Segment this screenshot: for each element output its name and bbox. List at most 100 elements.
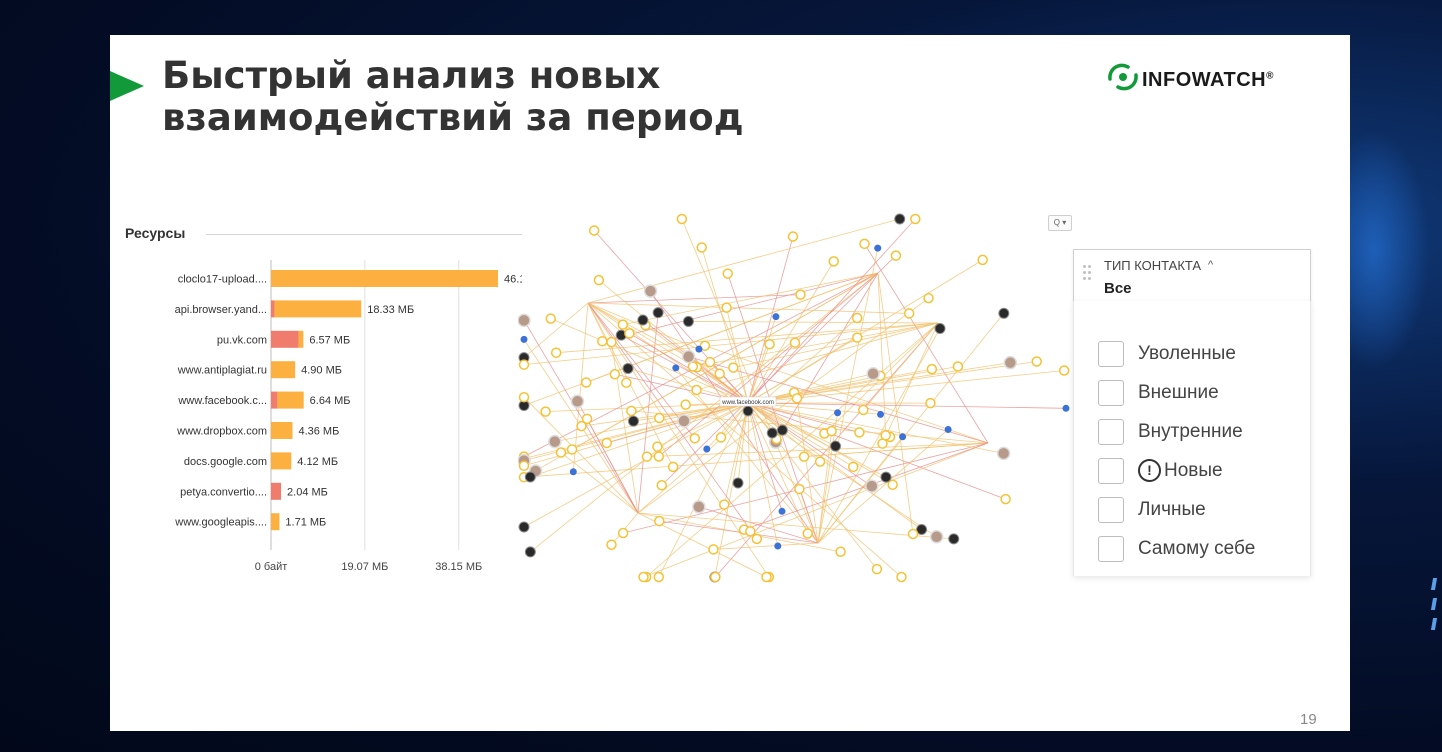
bar-segment [271, 391, 278, 409]
graph-edge [882, 322, 939, 444]
graph-edge [817, 328, 941, 544]
resource-node [871, 563, 883, 575]
resource-node [654, 515, 665, 527]
value-label: 46.12 МБ [504, 274, 522, 286]
resource-node [617, 319, 629, 330]
graph-edge [659, 520, 819, 544]
checkbox[interactable] [1098, 341, 1124, 367]
bar-segment [271, 452, 292, 470]
resource-node [952, 361, 964, 372]
resource-node [654, 412, 665, 424]
graph-edge [688, 356, 989, 444]
category-label: www.facebook.c... [177, 395, 267, 407]
graph-edge [747, 402, 779, 547]
bar-segment [271, 270, 498, 287]
graph-zoom-control[interactable]: Q ▾ [1048, 215, 1072, 231]
resource-node [550, 347, 562, 358]
graph-edge [747, 402, 783, 512]
checkbox[interactable] [1098, 458, 1124, 484]
resource-node [601, 437, 612, 449]
option-external[interactable]: Внешние [1098, 380, 1298, 406]
resource-node [593, 274, 605, 286]
value-label: 1.71 МБ [285, 517, 326, 529]
category-label: docs.google.com [184, 456, 267, 468]
resource-node [689, 433, 701, 444]
contact-type-filter[interactable]: ТИП КОНТАКТА ^ Все [1073, 249, 1311, 302]
resource-node [745, 526, 756, 537]
resource-node [597, 336, 608, 347]
resource-node [626, 405, 637, 417]
graph-edge [704, 345, 989, 444]
contact-node [899, 433, 907, 441]
graph-edge [650, 290, 819, 544]
graph-edge [550, 318, 749, 404]
option-dismissed[interactable]: Уволенные [1098, 341, 1298, 367]
checkbox[interactable] [1098, 380, 1124, 406]
resource-node [606, 336, 617, 348]
graph-edge [723, 402, 749, 505]
resource-node [764, 338, 775, 350]
graph-edge [714, 402, 749, 578]
resource-node [710, 571, 721, 583]
graph-edge [598, 279, 749, 404]
bar-segment [271, 300, 275, 318]
category-label: cloclo17-upload.... [178, 274, 267, 286]
page-number: 19 [1300, 711, 1317, 728]
option-personal[interactable]: Личные [1098, 497, 1298, 523]
person-avatar-node [643, 284, 658, 298]
graph-edge [587, 302, 902, 578]
checkbox[interactable] [1098, 497, 1124, 523]
graph-edge [587, 302, 910, 314]
interaction-graph[interactable]: www.facebook.com [518, 213, 1073, 583]
graph-edge [696, 322, 939, 391]
graph-edge [523, 320, 639, 514]
graph-edge [530, 272, 879, 553]
resource-node [923, 292, 934, 304]
graph-edge [713, 542, 819, 550]
graph-edge [621, 334, 749, 404]
background-decoration [1428, 570, 1442, 650]
graph-edge [631, 410, 989, 444]
graph-edge [523, 322, 939, 366]
drag-handle-icon[interactable] [1082, 264, 1092, 286]
graph-edge [747, 316, 777, 404]
resource-node [617, 527, 629, 539]
graph-edge [523, 272, 879, 406]
resource-node [814, 456, 826, 467]
warning-icon: ! [1138, 459, 1161, 482]
graph-edge [637, 297, 929, 514]
title-arrow-icon [110, 71, 144, 101]
chevron-up-icon[interactable]: ^ [1208, 259, 1214, 271]
resource-node [858, 404, 869, 416]
graph-edge [747, 402, 751, 532]
resource-node [835, 546, 846, 557]
bar-segment [277, 391, 304, 409]
graph-edge [747, 402, 891, 438]
graph-edge [523, 396, 639, 514]
checkbox[interactable] [1098, 419, 1124, 445]
checkbox[interactable] [1098, 536, 1124, 562]
graph-edge [817, 431, 833, 544]
value-label: 6.64 МБ [310, 395, 351, 407]
graph-edge [554, 402, 749, 443]
graph-edge [733, 322, 939, 369]
resource-node [722, 268, 733, 279]
resource-node [687, 361, 699, 372]
graph-edge [706, 402, 749, 450]
resource-node [903, 308, 915, 319]
graph-edge [581, 402, 749, 427]
value-label: 4.90 МБ [301, 365, 342, 377]
globe-node [518, 521, 530, 533]
option-internal[interactable]: Внутренние [1098, 419, 1298, 445]
graph-edge [688, 321, 939, 324]
contact-node [778, 507, 786, 515]
resource-node [802, 528, 813, 539]
globe-node [894, 213, 906, 225]
option-new[interactable]: ! Новые [1098, 458, 1298, 484]
resources-bar-chart: 0 байт 19.07 МБ 38.15 МБ cloclo17-upload...… [174, 260, 522, 573]
resource-node [907, 528, 919, 540]
resource-node [653, 571, 665, 583]
resource-node [621, 377, 632, 388]
option-self[interactable]: Самому себе [1098, 536, 1298, 562]
graph-edge [864, 243, 989, 444]
